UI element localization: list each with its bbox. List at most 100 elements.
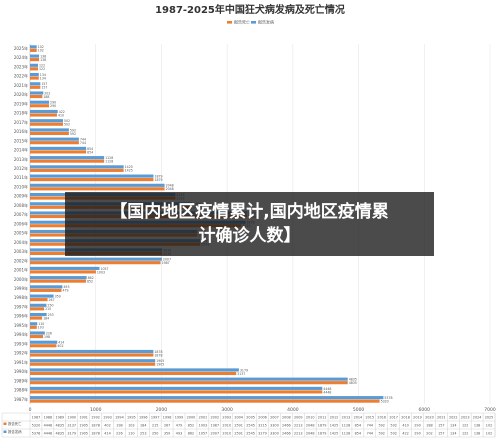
y-tick-label: 1990年 [14, 368, 28, 374]
x-tick-label: 6000 [419, 407, 431, 413]
bar [30, 119, 63, 123]
y-tick-label: 1988年 [14, 387, 28, 393]
data-label: 1128 [105, 156, 113, 160]
x-tick-label: 0 [29, 407, 32, 413]
bar [30, 137, 79, 141]
table-value-cell: 744 [367, 432, 373, 436]
bar [30, 359, 156, 363]
y-tick-label: 1998年 [14, 294, 28, 300]
y-tick-label: 2013年 [14, 156, 28, 162]
data-label: 1425 [125, 165, 133, 169]
table-header-cell: 2012 [330, 416, 339, 420]
table-legend-key [3, 430, 7, 433]
y-tick-label: 1987年 [14, 396, 28, 402]
table-header-cell: 1999 [175, 416, 184, 420]
data-label: 4835 [349, 378, 357, 382]
bar [30, 371, 237, 376]
table-value-cell: 122 [462, 424, 468, 428]
y-tick-label: 2004年 [14, 239, 28, 245]
bar [30, 377, 348, 381]
table-value-cell: 2048 [306, 432, 315, 436]
bar [30, 353, 154, 357]
table-header-cell: 1992 [91, 416, 100, 420]
table-value-cell: 3137 [67, 424, 76, 428]
table-value-cell: 267 [164, 424, 170, 428]
table-value-cell: 102 [486, 432, 492, 436]
data-label: 1905 [156, 363, 164, 367]
table-header-cell: 2017 [389, 416, 398, 420]
data-label: 122 [39, 67, 45, 71]
bar [30, 63, 39, 67]
y-tick-label: 2014年 [14, 147, 28, 153]
y-tick-label: 1989年 [14, 377, 28, 383]
bar [30, 381, 348, 385]
table-value-cell: 2213 [294, 424, 303, 428]
table-value-cell: 134 [450, 432, 456, 436]
banner-line-1: 【国内地区疫情累计,国内地区疫情累 [110, 202, 389, 222]
y-tick-label: 1997年 [14, 303, 28, 309]
bar [30, 334, 44, 339]
table-header-cell: 1998 [163, 416, 172, 420]
table-value-cell: 422 [402, 432, 408, 436]
table-value-cell: 493 [176, 432, 182, 436]
table-value-cell: 134 [450, 424, 456, 428]
data-label: 410 [58, 113, 64, 117]
table-value-cell: 1425 [330, 432, 339, 436]
x-tick-label: 5000 [353, 407, 365, 413]
table-value-cell: 1128 [342, 424, 351, 428]
bar [30, 91, 44, 95]
bar [30, 325, 37, 329]
data-label: 253 [48, 313, 54, 317]
table-value-cell: 1878 [91, 432, 100, 436]
data-label: 2048 [166, 184, 174, 188]
table-series-name: 报告死亡 [8, 421, 22, 426]
data-label: 2048 [166, 187, 174, 191]
bar [30, 386, 323, 390]
table-value-cell: 226 [116, 432, 122, 436]
table-value-cell: 502 [390, 424, 396, 428]
bar [30, 67, 39, 71]
bar [30, 168, 124, 172]
y-tick-label: 2008年 [14, 202, 28, 208]
data-label: 102 [38, 49, 44, 53]
table-header-cell: 2004 [234, 416, 243, 420]
bar [30, 128, 69, 132]
table-header-cell: 2021 [437, 416, 446, 420]
table-value-cell: 854 [355, 424, 361, 428]
y-tick-label: 1999年 [14, 285, 28, 291]
table-header-cell: 2009 [294, 416, 303, 420]
data-label: 414 [58, 341, 64, 345]
table-value-cell: 122 [462, 432, 468, 436]
y-tick-label: 2020年 [14, 91, 28, 97]
y-tick-label: 1993年 [14, 340, 28, 346]
data-label: 3137 [237, 372, 245, 376]
table-value-cell: 4448 [44, 432, 53, 436]
x-tick-label: 7000 [484, 407, 496, 413]
table-value-cell: 250 [152, 432, 158, 436]
legend-label-series2: 报告发病 [258, 19, 274, 25]
data-label: 1425 [125, 169, 133, 173]
table-value-cell: 198 [116, 424, 122, 428]
data-label: 226 [46, 331, 52, 335]
data-label: 1878 [154, 350, 162, 354]
bar [30, 174, 154, 178]
bar [30, 72, 39, 77]
table-value-cell: 102 [486, 424, 492, 428]
bar [30, 288, 62, 292]
y-tick-label: 2006年 [14, 220, 28, 226]
bar [30, 82, 41, 86]
table-value-cell: 2591 [234, 424, 243, 428]
table-value-cell: 2466 [282, 424, 291, 428]
table-value-cell: 2591 [234, 432, 243, 436]
table-value-cell: 1879 [318, 424, 327, 428]
table-header-cell: 2014 [354, 416, 363, 420]
x-tick-label: 3000 [221, 407, 233, 413]
bar [30, 58, 40, 62]
table-header-cell: 2010 [306, 416, 315, 420]
table-value-cell: 202 [426, 432, 432, 436]
table-value-cell: 502 [390, 432, 396, 436]
table-value-cell: 2010 [222, 424, 231, 428]
table-value-cell: 2048 [306, 424, 315, 428]
x-tick-label: 4000 [287, 407, 299, 413]
